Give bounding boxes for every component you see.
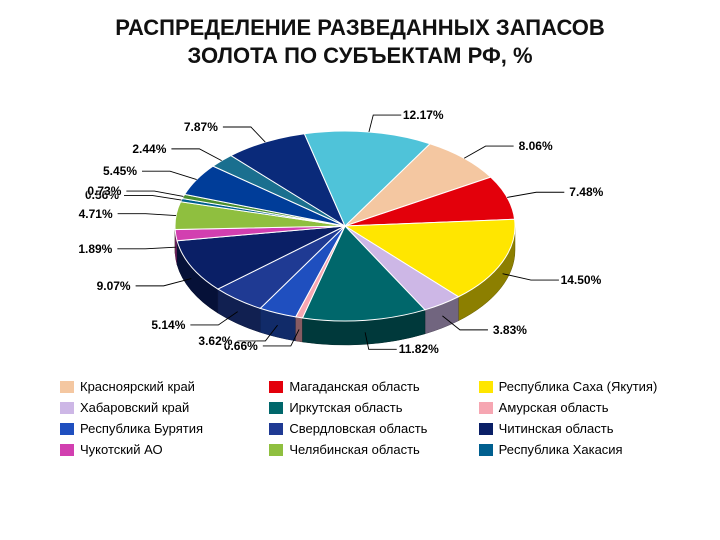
legend-item: Иркутская область — [269, 400, 470, 415]
slice-percent-label: 2.44% — [132, 142, 166, 156]
slice-percent-label: 8.06% — [519, 139, 553, 153]
legend-label: Республика Саха (Якутия) — [499, 379, 658, 394]
legend-swatch — [269, 423, 283, 435]
legend-label: Хабаровский край — [80, 400, 189, 415]
legend-item: Республика Саха (Якутия) — [479, 379, 680, 394]
legend-item: Хабаровский край — [60, 400, 261, 415]
slice-percent-label: 3.62% — [198, 334, 232, 348]
legend-swatch — [479, 423, 493, 435]
legend-label: Красноярский край — [80, 379, 195, 394]
leader-line — [142, 171, 197, 179]
pie-chart-area: 8.06%7.48%14.50%3.83%11.82%0.66%3.62%5.1… — [0, 73, 720, 373]
slice-percent-label: 0.73% — [87, 184, 121, 198]
legend: Красноярский край Магаданская область Респ… — [0, 373, 720, 457]
legend-label: Чукотский АО — [80, 442, 163, 457]
legend-item: Чукотский АО — [60, 442, 261, 457]
legend-swatch — [479, 444, 493, 456]
title-line-1: РАСПРЕДЕЛЕНИЕ РАЗВЕДАННЫХ ЗАПАСОВ — [115, 15, 605, 40]
leader-line — [369, 115, 401, 132]
legend-item: Республика Хакасия — [479, 442, 680, 457]
legend-item: Республика Бурятия — [60, 421, 261, 436]
title-line-2: ЗОЛОТА ПО СУБЪЕКТАМ РФ, % — [187, 43, 532, 68]
legend-item: Челябинская область — [269, 442, 470, 457]
slice-percent-label: 7.87% — [184, 120, 218, 134]
legend-swatch — [479, 402, 493, 414]
legend-label: Магаданская область — [289, 379, 419, 394]
slice-percent-label: 5.14% — [151, 318, 185, 332]
legend-label: Свердловская область — [289, 421, 427, 436]
legend-item: Читинская область — [479, 421, 680, 436]
legend-swatch — [269, 381, 283, 393]
slice-percent-label: 11.82% — [399, 342, 439, 356]
leader-line — [503, 274, 559, 280]
slice-percent-label: 1.89% — [78, 242, 112, 256]
leader-line — [136, 279, 192, 286]
legend-label: Республика Хакасия — [499, 442, 623, 457]
slice-percent-label: 14.50% — [561, 273, 602, 287]
leader-line — [118, 214, 176, 216]
legend-label: Иркутская область — [289, 400, 402, 415]
legend-swatch — [60, 423, 74, 435]
legend-item: Свердловская область — [269, 421, 470, 436]
legend-item: Красноярский край — [60, 379, 261, 394]
legend-label: Амурская область — [499, 400, 609, 415]
page-title: РАСПРЕДЕЛЕНИЕ РАЗВЕДАННЫХ ЗАПАСОВ ЗОЛОТА… — [0, 0, 720, 73]
leader-line — [464, 146, 513, 158]
leader-line — [171, 149, 221, 161]
legend-swatch — [269, 444, 283, 456]
legend-label: Читинская область — [499, 421, 614, 436]
pie-side — [296, 317, 303, 342]
legend-swatch — [60, 444, 74, 456]
leader-line — [223, 127, 265, 142]
legend-swatch — [60, 402, 74, 414]
legend-item: Амурская область — [479, 400, 680, 415]
leader-line — [117, 247, 175, 249]
legend-item: Магаданская область — [269, 379, 470, 394]
slice-percent-label: 4.71% — [79, 207, 113, 221]
slice-percent-label: 3.83% — [493, 323, 527, 337]
legend-label: Челябинская область — [289, 442, 419, 457]
pie-svg — [0, 73, 720, 373]
legend-swatch — [60, 381, 74, 393]
slice-percent-label: 7.48% — [569, 185, 603, 199]
legend-swatch — [479, 381, 493, 393]
legend-label: Республика Бурятия — [80, 421, 203, 436]
slice-percent-label: 12.17% — [403, 108, 444, 122]
leader-line — [124, 195, 181, 200]
leader-line — [507, 192, 564, 197]
slice-percent-label: 9.07% — [97, 279, 131, 293]
slice-percent-label: 5.45% — [103, 164, 137, 178]
legend-swatch — [269, 402, 283, 414]
